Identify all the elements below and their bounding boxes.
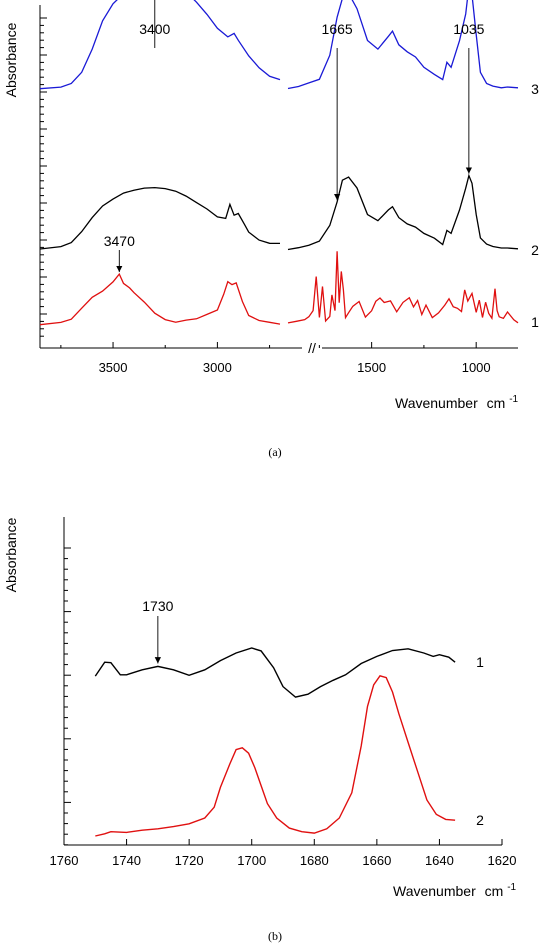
series-1-label: 1	[531, 314, 539, 330]
x-tick-label: 1680	[300, 853, 329, 868]
series-2-line-left	[39, 186, 281, 250]
annotation-1665-label: 1665	[322, 21, 353, 37]
panel-a-annotations: 3400 1665 1035 3470	[104, 0, 485, 273]
panel-a-axes: // 3500 3000 1500 1000	[39, 5, 518, 375]
annotation-3400-label: 3400	[139, 21, 170, 37]
panel-b-annotations: 1730	[142, 598, 174, 664]
x-tick-label: 1640	[425, 853, 454, 868]
series-1-line-left	[39, 272, 281, 326]
panel-b-xunit-exp: -1	[507, 882, 516, 893]
x-tick-label: 3000	[203, 360, 232, 375]
panel-a: Absorbance // 3500 3000 1500 1000 3 2 1 3400 16…	[3, 0, 539, 459]
panel-b-series: 12	[94, 647, 484, 837]
panel-b-axes: 1760 1740 1720 1700 1680 1660 1640 1620	[50, 517, 517, 868]
x-tick-label: 3500	[99, 360, 128, 375]
x-tick-label: 1000	[462, 360, 491, 375]
x-tick-label: 1500	[357, 360, 386, 375]
panel-a-xlabel: Wavenumber cm -1	[395, 394, 519, 411]
series-2-label: 2	[476, 812, 484, 828]
annotation-1035-label: 1035	[453, 21, 484, 37]
panel-b: Absorbance 1760 1740 1720 1700 1680 1660 1640 1…	[3, 517, 517, 943]
panel-b-xlabel-text: Wavenumber	[393, 883, 476, 899]
series-2-line-right	[287, 173, 519, 251]
panel-a-xlabel-text: Wavenumber	[395, 395, 478, 411]
x-tick-label: 1760	[50, 853, 79, 868]
series-3-label: 3	[531, 81, 539, 97]
panel-a-xunit: cm	[487, 395, 506, 411]
annotation-1730-label: 1730	[142, 598, 173, 614]
axis-break: //	[308, 340, 316, 356]
panel-b-caption: (b)	[268, 929, 282, 943]
x-tick-label: 1660	[362, 853, 391, 868]
panel-b-xunit: cm	[485, 883, 504, 899]
series-2-line	[95, 674, 456, 837]
series-3-line-left	[39, 0, 281, 90]
x-tick-label: 1720	[175, 853, 204, 868]
series-1-line-right	[287, 251, 519, 324]
annotation-3470-label: 3470	[104, 233, 135, 249]
x-tick-label: 1620	[488, 853, 517, 868]
panel-a-series: 3 2 1	[39, 0, 539, 330]
panel-a-ylabel: Absorbance	[3, 22, 19, 97]
series-1-label: 1	[476, 654, 484, 670]
panel-a-caption: (a)	[268, 445, 281, 459]
panel-b-ylabel: Absorbance	[3, 517, 19, 592]
x-tick-label: 1740	[112, 853, 141, 868]
series-3-line-right	[287, 0, 519, 90]
panel-a-xunit-exp: -1	[509, 394, 518, 405]
x-tick-label: 1700	[237, 853, 266, 868]
series-1-line	[94, 647, 456, 698]
series-2-label: 2	[531, 242, 539, 258]
panel-b-xlabel: Wavenumber cm -1	[393, 882, 517, 899]
